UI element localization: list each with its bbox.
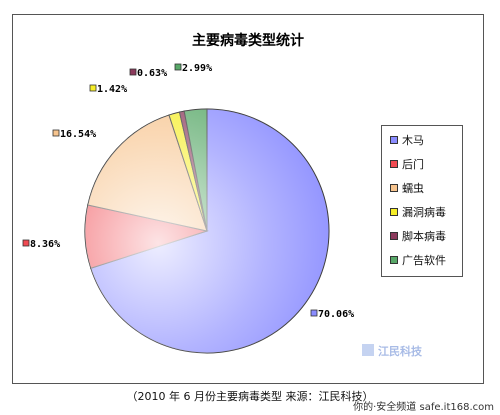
legend-label: 木马 <box>402 134 424 147</box>
data-label-swatch-1 <box>22 239 30 247</box>
data-label-swatch-4 <box>129 68 137 76</box>
legend-swatch <box>390 136 398 144</box>
legend-swatch <box>390 208 398 216</box>
legend-label: 脚本病毒 <box>402 230 446 243</box>
legend-item-2: 蠕虫 <box>390 176 462 200</box>
legend-swatch <box>390 256 398 264</box>
figure-caption: （2010 年 6 月份主要病毒类型 来源：江民科技） <box>126 390 374 403</box>
data-label-5: 2.99% <box>182 63 212 74</box>
legend-label: 广告软件 <box>402 254 446 267</box>
data-label-1: 8.36% <box>30 239 60 250</box>
data-label-swatch-3 <box>89 84 97 92</box>
legend-item-4: 脚本病毒 <box>390 224 462 248</box>
legend-label: 后门 <box>402 158 424 171</box>
source-tag: 你的·安全频道 safe.it168.com <box>353 402 494 413</box>
legend-item-1: 后门 <box>390 152 462 176</box>
data-label-3: 1.42% <box>97 84 127 95</box>
watermark-logo: 江民科技 <box>362 344 423 358</box>
pie-slices <box>84 108 330 354</box>
legend-swatch <box>390 232 398 240</box>
watermark-text: 江民科技 <box>378 344 423 358</box>
legend-item-0: 木马 <box>390 128 462 152</box>
data-label-swatch-2 <box>52 129 60 137</box>
slice-labels: 70.06% 8.36% 16.54% 1.42% 0.63% 2.99% <box>22 63 354 320</box>
legend-swatch <box>390 160 398 168</box>
chart-title: 主要病毒类型统计 <box>192 32 304 49</box>
data-label-swatch-5 <box>174 63 182 71</box>
data-label-4: 0.63% <box>137 68 167 79</box>
legend-item-3: 漏洞病毒 <box>390 200 462 224</box>
data-label-0: 70.06% <box>318 309 354 320</box>
legend-label: 蠕虫 <box>402 182 424 195</box>
legend-item-5: 广告软件 <box>390 248 462 272</box>
legend-label: 漏洞病毒 <box>402 206 446 219</box>
legend: 木马后门蠕虫漏洞病毒脚本病毒广告软件 <box>381 125 463 277</box>
legend-swatch <box>390 184 398 192</box>
data-label-swatch-0 <box>310 309 318 317</box>
data-label-2: 16.54% <box>60 129 96 140</box>
